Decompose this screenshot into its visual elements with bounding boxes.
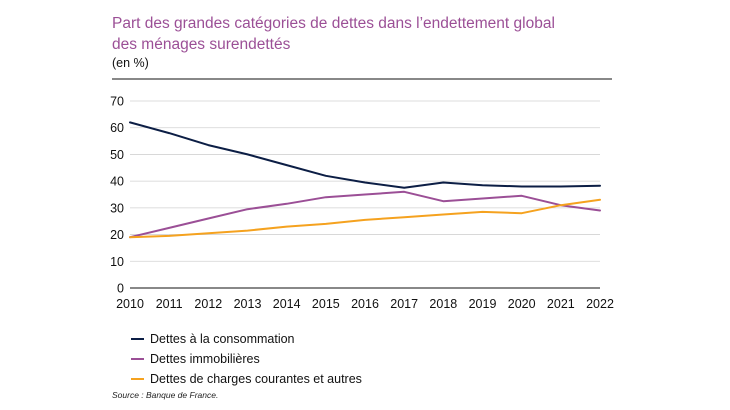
series-lines [129,121,601,239]
y-tick-label: 50 [110,148,124,162]
x-tick-labels: 2010 2011 2012 2013 2014 2015 2016 2017 2018 2019… [116,297,614,311]
legend-swatch [131,358,144,360]
x-tick-label: 2010 [116,297,144,311]
x-tick-label: 2021 [547,297,575,311]
chart-title-line1: Part des grandes catégories de dettes da… [112,15,555,32]
source-note: Source : Banque de France. [112,390,219,400]
x-tick-label: 2022 [586,297,614,311]
y-tick-label: 70 [110,95,124,109]
series-line-1 [129,190,601,239]
legend-item-consommation: Dettes à la consommation [131,329,362,349]
x-tick-label: 2017 [390,297,418,311]
legend-label: Dettes de charges courantes et autres [150,372,362,386]
y-tick-label: 30 [110,201,124,215]
x-tick-label: 2013 [234,297,262,311]
legend-item-charges-courantes: Dettes de charges courantes et autres [131,369,362,389]
x-tick-label: 2018 [429,297,457,311]
legend: Dettes à la consommation Dettes immobili… [131,329,362,389]
x-tick-label: 2020 [508,297,536,311]
chart-title: Part des grandes catégories de dettes da… [112,13,612,55]
y-tick-label: 20 [110,228,124,242]
legend-swatch [131,338,144,340]
legend-label: Dettes à la consommation [150,332,295,346]
y-tick-label: 10 [110,255,124,269]
chart-title-line2: des ménages surendettés [112,36,291,53]
y-tick-label: 40 [110,175,124,189]
legend-label: Dettes immobilières [150,352,260,366]
series-line-0 [129,121,601,189]
unit-label: (en %) [112,56,149,70]
y-tick-labels: 0 10 20 30 40 50 60 70 [110,95,124,296]
x-tick-label: 2014 [273,297,301,311]
legend-swatch [131,378,144,380]
legend-item-immobilieres: Dettes immobilières [131,349,362,369]
y-tick-label: 60 [110,121,124,135]
y-tick-label: 0 [117,282,124,296]
x-tick-label: 2011 [156,297,183,311]
x-tick-label: 2016 [351,297,379,311]
x-tick-label: 2019 [469,297,497,311]
x-tick-label: 2015 [312,297,340,311]
x-tick-label: 2012 [194,297,222,311]
series-line-2 [129,198,601,239]
gridlines [130,100,600,262]
